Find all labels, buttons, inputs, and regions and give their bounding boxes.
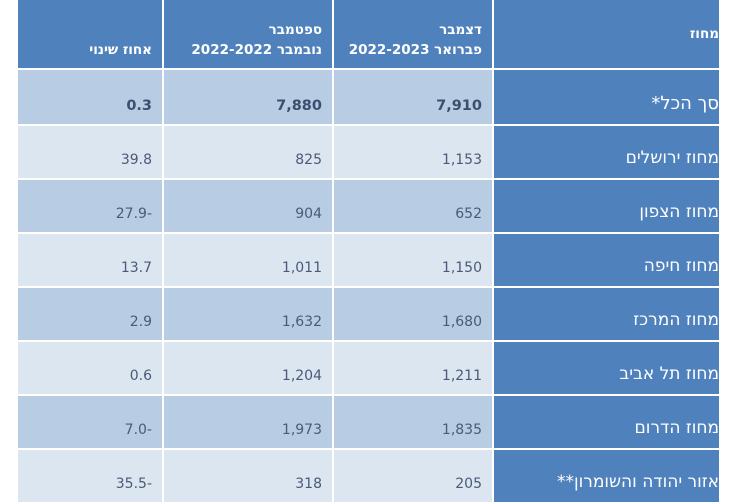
header-dec-feb: דצמבר 2022-פברואר 2023: [334, 0, 494, 68]
data-table: אחוז שינוי ספטמבר 2022-נובמבר 2022 דצמבר…: [18, 0, 719, 504]
table-row: 7.0- 1,973 1,835 מחוז הדרום: [18, 396, 719, 450]
district-cell: מחוז ירושלים: [494, 126, 719, 178]
district-cell: מחוז המרכז: [494, 288, 719, 340]
sep-nov-cell: 318: [164, 450, 334, 502]
district-cell: מחוז תל אביב: [494, 342, 719, 394]
district-cell: אזור יהודה והשומרון**: [494, 450, 719, 502]
header-sep-nov-line2: 2022-נובמבר 2022: [191, 42, 322, 58]
change-cell: 13.7: [18, 234, 164, 286]
dec-feb-cell: 1,211: [334, 342, 494, 394]
header-district-label: מחוז: [689, 26, 719, 42]
change-cell: 39.8: [18, 126, 164, 178]
table-row: 13.7 1,011 1,150 מחוז חיפה: [18, 234, 719, 288]
district-cell: מחוז חיפה: [494, 234, 719, 286]
dec-feb-cell: 205: [334, 450, 494, 502]
sep-nov-cell: 1,632: [164, 288, 334, 340]
total-sep-nov: 7,880: [164, 70, 334, 124]
change-cell: 2.9: [18, 288, 164, 340]
dec-feb-cell: 1,835: [334, 396, 494, 448]
table-row: 0.6 1,204 1,211 מחוז תל אביב: [18, 342, 719, 396]
table-row: 39.8 825 1,153 מחוז ירושלים: [18, 126, 719, 180]
table-row: 35.5- 318 205 אזור יהודה והשומרון**: [18, 450, 719, 504]
header-change-pct: אחוז שינוי: [18, 0, 164, 68]
change-cell: 27.9-: [18, 180, 164, 232]
sep-nov-cell: 1,011: [164, 234, 334, 286]
total-row: 0.3 7,880 7,910 סך הכל*: [18, 70, 719, 126]
header-district: מחוז: [494, 0, 719, 68]
change-cell: 0.6: [18, 342, 164, 394]
header-sep-nov: ספטמבר 2022-נובמבר 2022: [164, 0, 334, 68]
district-cell: מחוז הצפון: [494, 180, 719, 232]
total-district: סך הכל*: [494, 70, 719, 124]
change-cell: 7.0-: [18, 396, 164, 448]
table-row: 2.9 1,632 1,680 מחוז המרכז: [18, 288, 719, 342]
sep-nov-cell: 1,204: [164, 342, 334, 394]
total-change: 0.3: [18, 70, 164, 124]
header-dec-feb-line1: דצמבר: [439, 22, 482, 38]
dec-feb-cell: 1,153: [334, 126, 494, 178]
total-dec-feb: 7,910: [334, 70, 494, 124]
sep-nov-cell: 904: [164, 180, 334, 232]
change-cell: 35.5-: [18, 450, 164, 502]
header-sep-nov-line1: ספטמבר: [268, 22, 322, 38]
table-header-row: אחוז שינוי ספטמבר 2022-נובמבר 2022 דצמבר…: [18, 0, 719, 70]
dec-feb-cell: 1,680: [334, 288, 494, 340]
header-change-pct-label: אחוז שינוי: [89, 42, 152, 58]
header-dec-feb-line2: 2022-פברואר 2023: [348, 42, 482, 58]
sep-nov-cell: 825: [164, 126, 334, 178]
dec-feb-cell: 1,150: [334, 234, 494, 286]
table-row: 27.9- 904 652 מחוז הצפון: [18, 180, 719, 234]
sep-nov-cell: 1,973: [164, 396, 334, 448]
district-cell: מחוז הדרום: [494, 396, 719, 448]
dec-feb-cell: 652: [334, 180, 494, 232]
